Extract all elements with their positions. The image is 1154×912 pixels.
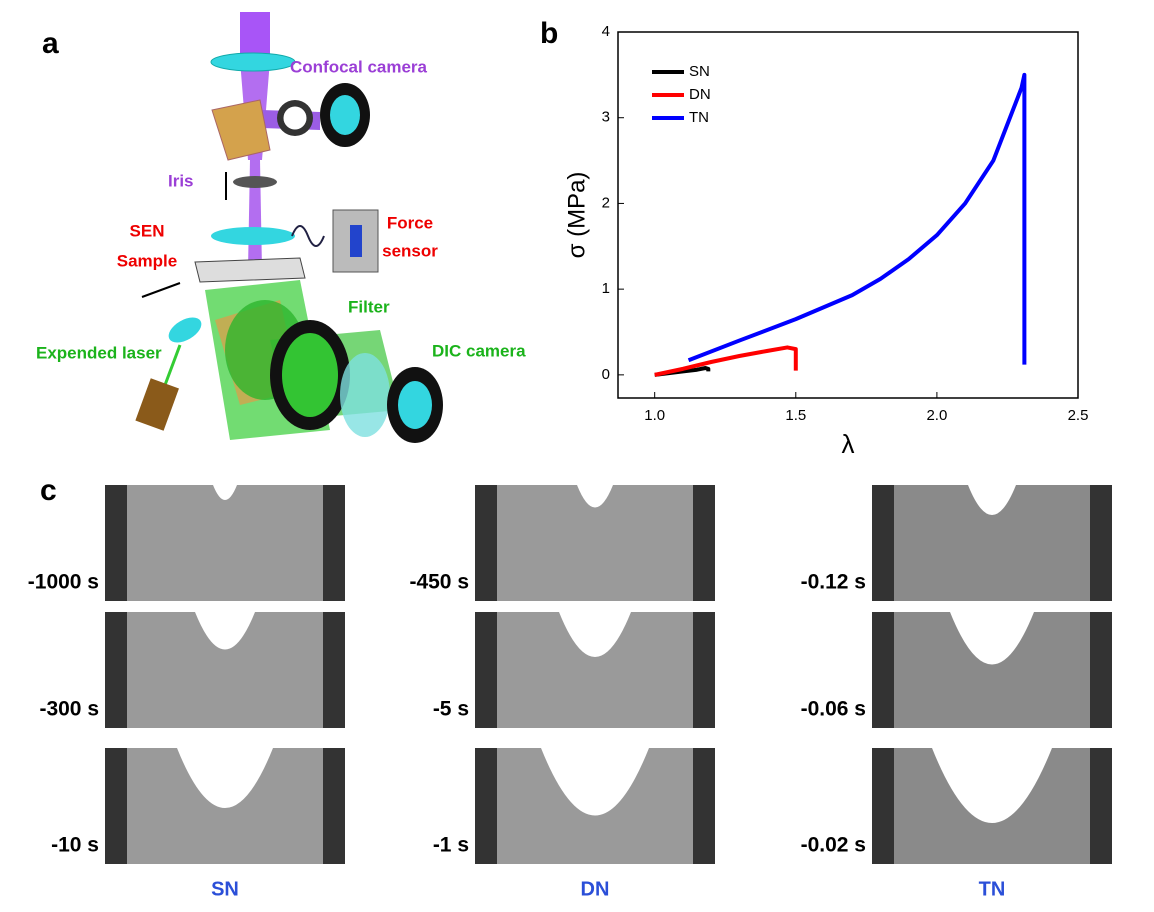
clamp: [323, 485, 345, 601]
image-grid: -1000 s -300 s -10 s SN -450 s -5 s -1 s DN -0.1…: [28, 485, 1112, 900]
label-confocal: Confocal camera: [290, 57, 428, 76]
clamp: [872, 612, 894, 728]
notch: [932, 748, 1052, 823]
column-label: DN: [581, 878, 610, 900]
y-tick-label: 2: [602, 194, 610, 211]
y-tick-label: 1: [602, 280, 610, 297]
time-label: -0.06 s: [801, 698, 866, 721]
x-tick-label: 1.0: [644, 407, 665, 424]
clamp: [872, 748, 894, 864]
series-line: [654, 345, 798, 377]
x-tick-label: 2.0: [926, 407, 947, 424]
notch: [541, 748, 649, 816]
chart: 1.0 1.5 2.0 2.5 0 1 2 3 4 SN DN TN: [602, 23, 1089, 424]
label-sample: SEN: [130, 221, 165, 240]
notch: [968, 485, 1016, 515]
clamp: [1090, 748, 1112, 864]
time-label: -1 s: [433, 834, 469, 857]
clamp: [1090, 612, 1112, 728]
notch: [213, 485, 237, 500]
notch: [559, 612, 631, 657]
time-label: -450 s: [409, 571, 469, 594]
plot-frame: [617, 31, 1079, 399]
notch: [577, 485, 613, 508]
series-line: [687, 72, 1027, 365]
clamp: [475, 748, 497, 864]
panel-label: b: [540, 17, 558, 50]
label-dic: DIC camera: [432, 341, 526, 360]
notch: [177, 748, 273, 808]
label-force: sensor: [382, 241, 438, 260]
label-sample: Sample: [117, 251, 177, 270]
label-laser: Expended laser: [36, 343, 162, 362]
time-label: -0.12 s: [801, 571, 866, 594]
time-label: -10 s: [51, 834, 99, 857]
label-iris: Iris: [168, 171, 194, 190]
panel-label: a: [42, 27, 59, 60]
panel-label: c: [40, 474, 57, 507]
clamp: [693, 612, 715, 728]
clamp: [323, 612, 345, 728]
setup-diagram: [135, 12, 443, 443]
time-label: -300 s: [39, 698, 99, 721]
y-axis-label: σ (MPa): [563, 172, 590, 259]
legend-label: DN: [689, 86, 711, 103]
y-tick-label: 3: [602, 109, 610, 126]
time-label: -5 s: [433, 698, 469, 721]
clamp: [872, 485, 894, 601]
column-label: SN: [211, 878, 239, 900]
clamp: [475, 612, 497, 728]
clamp: [475, 485, 497, 601]
y-tick-label: 4: [602, 23, 610, 40]
clamp: [105, 748, 127, 864]
x-tick-label: 2.5: [1068, 407, 1089, 424]
time-label: -0.02 s: [801, 834, 866, 857]
legend-label: SN: [689, 63, 710, 80]
x-axis-label: λ: [842, 429, 855, 459]
clamp: [1090, 485, 1112, 601]
clamp: [693, 748, 715, 864]
notch: [195, 612, 255, 650]
column-label: TN: [979, 878, 1006, 900]
clamp: [323, 748, 345, 864]
x-tick-label: 1.5: [785, 407, 806, 424]
time-label: -1000 s: [28, 571, 99, 594]
label-filter: Filter: [348, 297, 390, 316]
clamp: [105, 485, 127, 601]
y-tick-label: 0: [602, 366, 610, 383]
clamp: [105, 612, 127, 728]
notch: [950, 612, 1034, 665]
clamp: [693, 485, 715, 601]
label-force: Force: [387, 213, 433, 232]
legend-label: TN: [689, 109, 709, 126]
micrograph: [105, 485, 345, 601]
